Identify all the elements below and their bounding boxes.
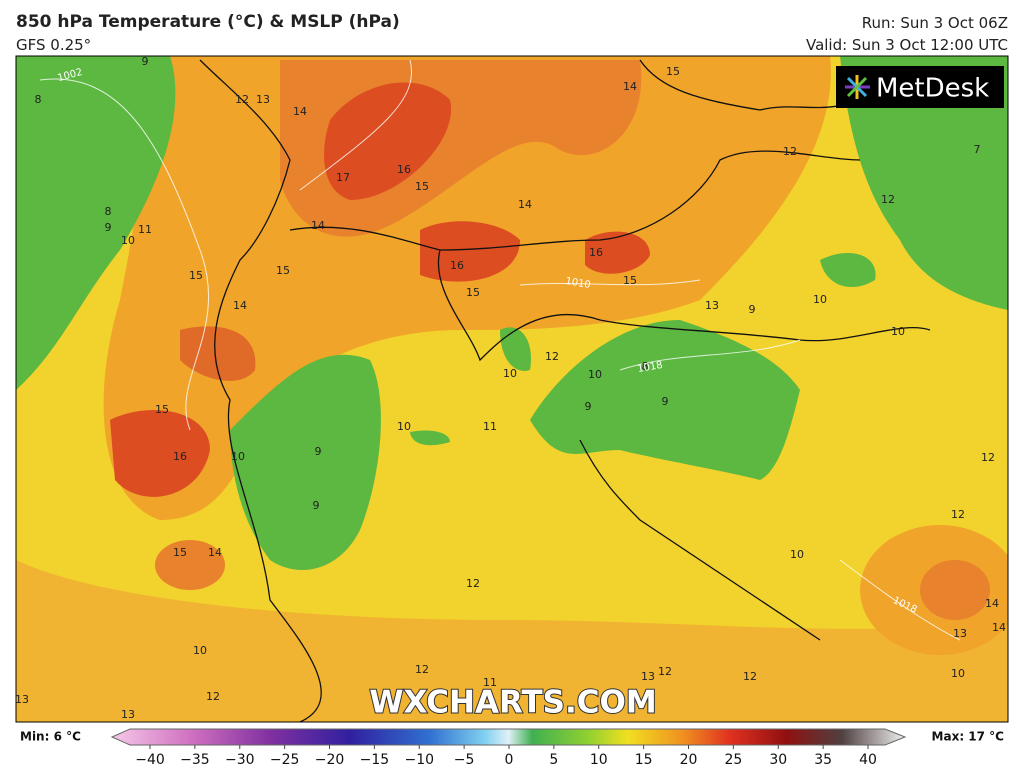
contour-label: 12 — [951, 508, 965, 521]
contour-label: 11 — [138, 223, 152, 236]
contour-label: 14 — [293, 105, 307, 118]
contour-label: 17 — [336, 171, 350, 184]
contour-label: 15 — [666, 65, 680, 78]
run: Run: Sun 3 Oct 06Z — [861, 14, 1008, 32]
contour-label: 10 — [790, 548, 804, 561]
contour-label: 9 — [105, 221, 112, 234]
contour-label: 12 — [206, 690, 220, 703]
logo-text: MetDesk — [876, 74, 989, 104]
contour-label: 9 — [142, 55, 149, 68]
contour-label: 10 — [813, 293, 827, 306]
colorbar-tick-label: −30 — [225, 752, 255, 768]
contour-label: 14 — [208, 546, 222, 559]
contour-label: 12 — [658, 665, 672, 678]
contour-label: 7 — [974, 143, 981, 156]
contour-label: 13 — [705, 299, 719, 312]
min-label: Min: 6 °C — [20, 730, 81, 744]
colorbar-tick-label: 15 — [635, 752, 653, 768]
contour-label: 11 — [483, 420, 497, 433]
contour-label: 10 — [121, 234, 135, 247]
contour-label: 10 — [231, 450, 245, 463]
title: 850 hPa Temperature (°C) & MSLP (hPa) — [16, 12, 400, 32]
contour-label: 14 — [985, 597, 999, 610]
contour-label: 9 — [585, 400, 592, 413]
colorbar-tick-label: 35 — [814, 752, 832, 768]
colorbar-tick-label: −20 — [315, 752, 345, 768]
contour-label: 12 — [235, 93, 249, 106]
contour-label: 15 — [276, 264, 290, 277]
contour-label: 13 — [121, 708, 135, 721]
contour-label: 12 — [783, 145, 797, 158]
isobar-label: 1010 — [564, 276, 591, 291]
contour-label: 13 — [256, 93, 270, 106]
colorbar-tick-label: 30 — [769, 752, 787, 768]
contour-label: 8 — [642, 360, 649, 373]
contour-label: 12 — [545, 350, 559, 363]
colorbar-tick-label: −35 — [180, 752, 210, 768]
map-field — [16, 56, 1008, 722]
contour-label: 14 — [233, 299, 247, 312]
colorbar-tick-label: 5 — [549, 752, 558, 768]
contour-label: 16 — [450, 259, 464, 272]
logo-icon — [845, 75, 870, 99]
contour-label: 16 — [397, 163, 411, 176]
contour-label: 13 — [953, 627, 967, 640]
contour-label: 10 — [588, 368, 602, 381]
map-frame — [15, 55, 1009, 723]
contour-label: 12 — [981, 451, 995, 464]
contour-label: 15 — [173, 546, 187, 559]
contour-label: 13 — [15, 693, 29, 706]
max-label: Max: 17 °C — [932, 730, 1005, 744]
contour-label: 10 — [891, 325, 905, 338]
colorbar-tick-label: 20 — [680, 752, 698, 768]
colorbar-tick-label: 10 — [590, 752, 608, 768]
valid-time: Valid: Sun 3 Oct 12:00 UTC — [805, 36, 1008, 54]
contour-label: 10 — [193, 644, 207, 657]
contour-label: 9 — [749, 303, 756, 316]
contour-label: 15 — [189, 269, 203, 282]
contour-label: 14 — [311, 219, 325, 232]
watermark: WXCHARTS.COM — [369, 685, 656, 721]
contour-label: 9 — [315, 445, 322, 458]
contour-label: 13 — [641, 670, 655, 683]
contour-label: 8 — [105, 205, 112, 218]
contour-label: 14 — [992, 621, 1006, 634]
contour-label: 12 — [466, 577, 480, 590]
colorbar-tick-label: 40 — [859, 752, 877, 768]
contour-label: 15 — [155, 403, 169, 416]
contour-label: 12 — [415, 663, 429, 676]
contour-label: 16 — [173, 450, 187, 463]
contour-label: 12 — [881, 193, 895, 206]
colorbar-tick-label: −40 — [135, 752, 165, 768]
contour-label: 14 — [518, 198, 532, 211]
contour-label: 15 — [466, 286, 480, 299]
contour-label: 10 — [397, 420, 411, 433]
colorbar — [110, 728, 907, 746]
colorbar-tick-label: −5 — [454, 752, 475, 768]
contour-label: 16 — [589, 246, 603, 259]
contour-label: 11 — [483, 676, 497, 689]
contour-label: 8 — [35, 93, 42, 106]
contour-label: 10 — [503, 367, 517, 380]
contour-label: 15 — [623, 274, 637, 287]
colorbar-tick-label: 25 — [724, 752, 742, 768]
colorbar-tick-label: −10 — [404, 752, 434, 768]
contour-label: 9 — [313, 499, 320, 512]
contour-label: 15 — [415, 180, 429, 193]
model: GFS 0.25° — [16, 36, 92, 54]
contour-label: 10 — [951, 667, 965, 680]
contour-label: 12 — [743, 670, 757, 683]
isobar-label: 1018 — [637, 360, 664, 375]
colorbar-tick-label: −25 — [270, 752, 300, 768]
colorbar-tick-label: −15 — [360, 752, 390, 768]
contour-label: 9 — [662, 395, 669, 408]
colorbar-tick-label: 0 — [505, 752, 514, 768]
contour-label: 14 — [623, 80, 637, 93]
